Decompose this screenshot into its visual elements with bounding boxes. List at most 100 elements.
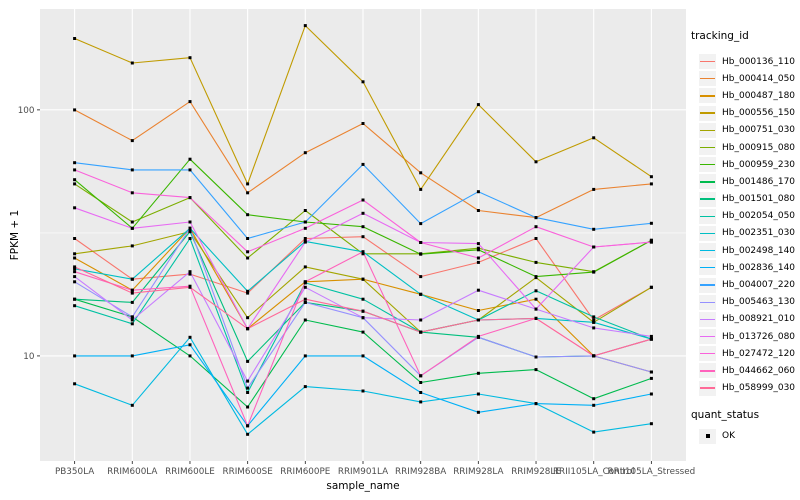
legend-key-line-icon — [699, 208, 716, 224]
data-point — [303, 209, 307, 212]
data-point — [73, 265, 77, 269]
data-point — [73, 304, 77, 308]
legend-key-line-icon — [699, 225, 716, 241]
data-point — [73, 161, 77, 165]
data-point — [130, 315, 134, 319]
legend-entry-Hb_058999_030: Hb_058999_030 — [699, 380, 800, 397]
data-point — [303, 240, 307, 244]
legend-entry-Hb_027472_120: Hb_027472_120 — [699, 345, 800, 362]
y-tick-label: 10 — [23, 352, 35, 362]
data-point — [188, 220, 192, 224]
legend-entry-label: Hb_000915_080 — [722, 142, 796, 153]
data-point — [303, 226, 307, 230]
data-point — [592, 136, 596, 140]
data-point — [592, 187, 596, 191]
x-tick-label: RRIM901LA — [338, 467, 388, 477]
data-point — [130, 168, 134, 172]
data-point — [649, 182, 653, 186]
data-point — [361, 211, 365, 215]
x-tick-label: RRIM928LA — [453, 467, 503, 477]
legend-entry-label: OK — [722, 431, 735, 442]
data-point — [419, 381, 423, 384]
data-point — [130, 139, 134, 143]
legend-key-line-icon — [699, 329, 716, 345]
data-point — [476, 246, 480, 250]
data-point — [534, 216, 538, 220]
x-tick-label: RRIM600PE — [280, 467, 330, 477]
data-point — [419, 187, 423, 191]
data-point — [592, 270, 596, 274]
data-point — [303, 297, 307, 301]
data-point — [476, 318, 480, 322]
data-point — [649, 238, 653, 242]
legend-key-line-icon — [699, 260, 716, 276]
legend-entry-label: Hb_000959_230 — [722, 159, 796, 170]
data-point — [649, 175, 653, 179]
data-point — [246, 405, 250, 409]
data-point — [303, 300, 307, 304]
legend-entry-Hb_008921_010: Hb_008921_010 — [699, 311, 800, 328]
legend-key-line-icon — [699, 294, 716, 310]
legend-entry-label: Hb_002351_030 — [722, 228, 796, 239]
data-point — [188, 226, 192, 230]
legend-entry-label: Hb_004007_220 — [722, 280, 796, 291]
data-point — [130, 226, 134, 230]
data-point — [419, 275, 423, 279]
x-tick-label: RRIM600LA — [107, 467, 157, 477]
data-point — [188, 168, 192, 172]
legend-entry-Hb_001501_080: Hb_001501_080 — [699, 191, 800, 208]
data-point — [534, 297, 538, 301]
data-point — [73, 256, 77, 260]
data-point — [361, 277, 365, 281]
data-point — [246, 316, 250, 320]
data-point — [246, 386, 250, 390]
data-point — [73, 168, 77, 172]
data-point — [649, 285, 653, 289]
data-point — [534, 289, 538, 293]
data-point — [246, 213, 250, 217]
data-point — [73, 280, 77, 284]
x-tick-label: RRIM600SE — [222, 467, 272, 477]
data-point — [303, 280, 307, 284]
data-point — [73, 178, 77, 182]
data-point — [361, 162, 365, 166]
data-point — [361, 316, 365, 320]
legend-key-line-icon — [699, 243, 716, 259]
data-point — [476, 242, 480, 246]
data-point — [419, 374, 423, 378]
data-point — [592, 245, 596, 249]
data-point — [476, 392, 480, 396]
data-point — [419, 330, 423, 334]
legend-entry-Hb_000556_150: Hb_000556_150 — [699, 105, 800, 122]
legend-entry-label: Hb_000414_050 — [722, 73, 796, 84]
legend-key-line-icon — [699, 157, 716, 173]
data-point — [130, 354, 134, 358]
data-point — [649, 334, 653, 338]
data-point — [73, 297, 77, 301]
legend-entry-label: Hb_001501_080 — [722, 194, 796, 205]
data-point — [419, 241, 423, 244]
legend-entry-ok: OK — [699, 428, 800, 445]
x-tick-label: PB350LA — [55, 467, 94, 477]
data-point — [188, 354, 192, 358]
data-point — [649, 221, 653, 225]
data-point — [534, 275, 538, 279]
data-point — [303, 265, 307, 269]
data-point — [419, 391, 423, 394]
data-point — [246, 379, 250, 383]
data-point — [476, 371, 480, 375]
data-point — [592, 318, 596, 322]
data-point — [73, 270, 77, 274]
data-point — [361, 250, 365, 254]
data-point — [592, 354, 596, 358]
data-point — [130, 288, 134, 292]
data-point — [649, 370, 653, 374]
data-point — [73, 37, 77, 40]
legend-entry-label: Hb_001486_170 — [722, 176, 796, 187]
legend-entry-label: Hb_002054_050 — [722, 211, 796, 222]
data-point — [73, 206, 77, 210]
x-tick-label: RRIM928BA — [395, 467, 446, 477]
legend-key-line-icon — [699, 105, 716, 121]
data-point — [649, 392, 653, 396]
data-points — [73, 24, 653, 436]
